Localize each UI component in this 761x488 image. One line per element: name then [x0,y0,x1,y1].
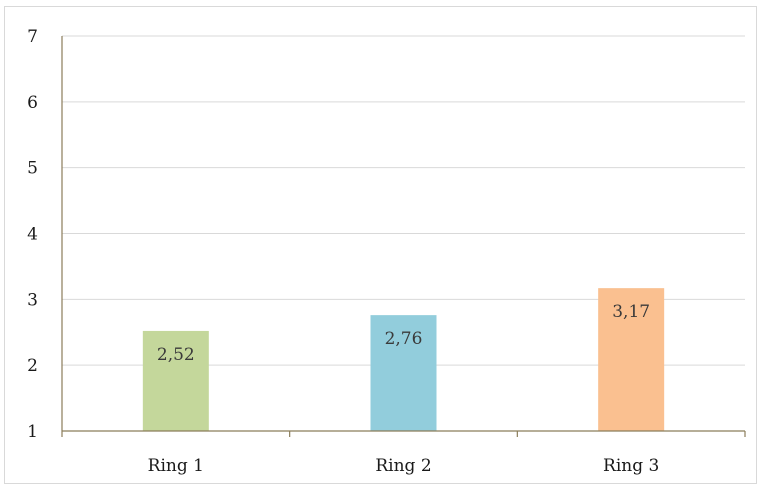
category-label-1: Ring 1 [148,456,204,476]
axes [61,36,746,437]
data-label-1: 2,52 [157,345,195,365]
y-tick-label-6: 6 [27,93,38,113]
y-tick-label-1: 1 [27,422,38,442]
bar-1 [142,330,209,431]
bar-3 [598,288,665,431]
y-tick-label-5: 5 [27,159,38,179]
y-tick-label-3: 3 [27,290,38,310]
bars [142,288,665,431]
y-tick-label-4: 4 [27,225,38,245]
category-label-3: Ring 3 [603,456,659,476]
bar-2 [370,315,437,431]
data-labels: 2,52 2,76 3,17 [157,302,650,365]
y-axis-tick-labels: 1 2 3 4 5 6 7 [27,27,38,442]
x-axis-category-labels: Ring 1 Ring 2 Ring 3 [148,456,660,476]
y-tick-label-2: 2 [27,356,38,376]
data-label-2: 2,76 [385,329,423,349]
category-label-2: Ring 2 [375,456,431,476]
data-label-3: 3,17 [612,302,650,322]
y-tick-label-7: 7 [27,27,38,47]
